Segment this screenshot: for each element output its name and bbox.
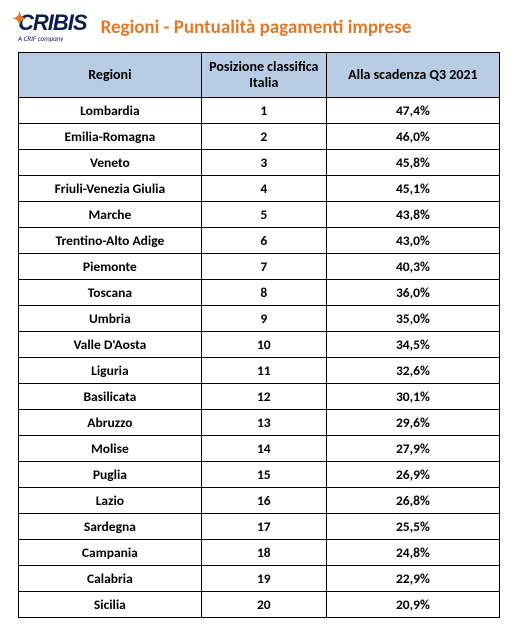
cell-rank: 4 [201, 176, 326, 202]
cell-pct: 25,5% [326, 514, 499, 540]
cell-region: Lombardia [19, 98, 202, 124]
cell-rank: 19 [201, 566, 326, 592]
cell-region: Calabria [19, 566, 202, 592]
cell-region: Toscana [19, 280, 202, 306]
brand-logo: ✦ CRIBIS A CRIF company [18, 12, 87, 42]
cell-pct: 22,9% [326, 566, 499, 592]
brand-tagline: A CRIF company [18, 35, 87, 42]
table-row: Lombardia147,4% [19, 98, 500, 124]
table-row: Sicilia2020,9% [19, 592, 500, 618]
table-row: Trentino-Alto Adige643,0% [19, 228, 500, 254]
table-row: Emilia-Romagna246,0% [19, 124, 500, 150]
cell-region: Sicilia [19, 592, 202, 618]
cell-pct: 47,4% [326, 98, 499, 124]
table-row: Marche543,8% [19, 202, 500, 228]
cell-rank: 5 [201, 202, 326, 228]
cell-rank: 11 [201, 358, 326, 384]
cell-region: Abruzzo [19, 410, 202, 436]
cell-pct: 26,8% [326, 488, 499, 514]
table-row: Toscana836,0% [19, 280, 500, 306]
table-header-row: Regioni Posizione classifica Italia Alla… [19, 53, 500, 98]
cell-region: Umbria [19, 306, 202, 332]
cell-region: Puglia [19, 462, 202, 488]
page-title: Regioni - Puntualità pagamenti imprese [97, 16, 500, 39]
cell-region: Trentino-Alto Adige [19, 228, 202, 254]
page: ✦ CRIBIS A CRIF company Regioni - Puntua… [0, 0, 518, 636]
col-header-pct: Alla scadenza Q3 2021 [326, 53, 499, 98]
header: ✦ CRIBIS A CRIF company Regioni - Puntua… [18, 12, 500, 42]
cell-pct: 32,6% [326, 358, 499, 384]
cell-pct: 26,9% [326, 462, 499, 488]
cell-rank: 1 [201, 98, 326, 124]
table-row: Umbria935,0% [19, 306, 500, 332]
table-row: Liguria1132,6% [19, 358, 500, 384]
cell-pct: 45,1% [326, 176, 499, 202]
table-row: Friuli-Venezia Giulia445,1% [19, 176, 500, 202]
cell-rank: 6 [201, 228, 326, 254]
cell-pct: 46,0% [326, 124, 499, 150]
cell-region: Basilicata [19, 384, 202, 410]
cell-region: Marche [19, 202, 202, 228]
cell-pct: 24,8% [326, 540, 499, 566]
cell-rank: 20 [201, 592, 326, 618]
brand-name: ✦ CRIBIS [18, 12, 87, 34]
cell-region: Friuli-Venezia Giulia [19, 176, 202, 202]
table-body: Lombardia147,4%Emilia-Romagna246,0%Venet… [19, 98, 500, 618]
cell-rank: 7 [201, 254, 326, 280]
cell-pct: 30,1% [326, 384, 499, 410]
brand-name-text: CRIBIS [18, 10, 87, 35]
table-row: Puglia1526,9% [19, 462, 500, 488]
cell-rank: 2 [201, 124, 326, 150]
table-row: Calabria1922,9% [19, 566, 500, 592]
regions-table: Regioni Posizione classifica Italia Alla… [18, 52, 500, 618]
cell-rank: 18 [201, 540, 326, 566]
table-row: Lazio1626,8% [19, 488, 500, 514]
cell-region: Veneto [19, 150, 202, 176]
cell-pct: 36,0% [326, 280, 499, 306]
cell-pct: 34,5% [326, 332, 499, 358]
cell-region: Piemonte [19, 254, 202, 280]
table-row: Veneto345,8% [19, 150, 500, 176]
table-row: Valle D'Aosta1034,5% [19, 332, 500, 358]
table-row: Abruzzo1329,6% [19, 410, 500, 436]
cell-rank: 14 [201, 436, 326, 462]
cell-rank: 8 [201, 280, 326, 306]
cell-pct: 20,9% [326, 592, 499, 618]
cell-pct: 45,8% [326, 150, 499, 176]
cell-pct: 35,0% [326, 306, 499, 332]
cell-rank: 17 [201, 514, 326, 540]
cell-region: Emilia-Romagna [19, 124, 202, 150]
cell-rank: 13 [201, 410, 326, 436]
cell-pct: 29,6% [326, 410, 499, 436]
cell-pct: 43,0% [326, 228, 499, 254]
cell-region: Molise [19, 436, 202, 462]
cell-region: Liguria [19, 358, 202, 384]
cell-pct: 27,9% [326, 436, 499, 462]
table-row: Molise1427,9% [19, 436, 500, 462]
col-header-rank: Posizione classifica Italia [201, 53, 326, 98]
cell-pct: 43,8% [326, 202, 499, 228]
table-row: Campania1824,8% [19, 540, 500, 566]
cell-rank: 3 [201, 150, 326, 176]
cell-rank: 9 [201, 306, 326, 332]
table-row: Piemonte740,3% [19, 254, 500, 280]
table-row: Basilicata1230,1% [19, 384, 500, 410]
cell-region: Campania [19, 540, 202, 566]
swoosh-icon: ✦ [12, 10, 26, 28]
table-row: Sardegna1725,5% [19, 514, 500, 540]
col-header-region: Regioni [19, 53, 202, 98]
cell-rank: 15 [201, 462, 326, 488]
cell-rank: 16 [201, 488, 326, 514]
cell-region: Lazio [19, 488, 202, 514]
cell-region: Valle D'Aosta [19, 332, 202, 358]
cell-region: Sardegna [19, 514, 202, 540]
cell-rank: 12 [201, 384, 326, 410]
cell-rank: 10 [201, 332, 326, 358]
cell-pct: 40,3% [326, 254, 499, 280]
